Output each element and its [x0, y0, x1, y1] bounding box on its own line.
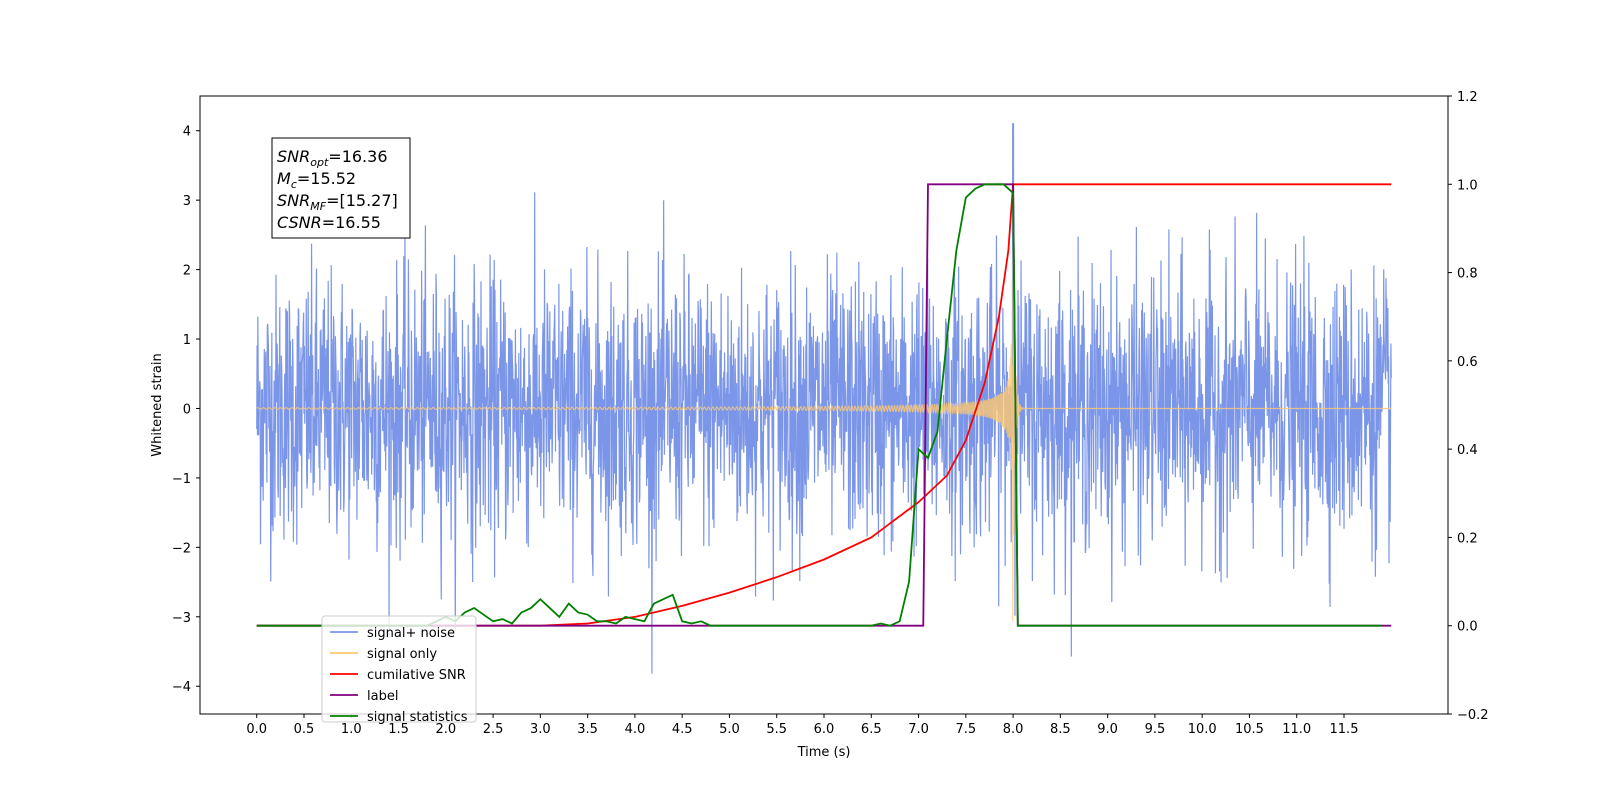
- y2-tick-label: 0.8: [1457, 267, 1478, 282]
- y2-tick-label: 0.2: [1457, 531, 1478, 546]
- y-tick-label: 3: [183, 194, 191, 209]
- x-tick-label: 10.5: [1235, 722, 1264, 737]
- x-tick-label: 7.0: [908, 722, 929, 737]
- x-tick-label: 11.0: [1282, 722, 1311, 737]
- y-tick-label: −3: [172, 611, 191, 626]
- x-tick-label: 9.0: [1097, 722, 1118, 737]
- y2-tick-label: −0.2: [1457, 708, 1489, 723]
- x-tick-label: 8.5: [1050, 722, 1071, 737]
- y2-tick-label: 0.4: [1457, 443, 1478, 458]
- x-tick-label: 2.0: [435, 722, 456, 737]
- x-axis-label: Time (s): [797, 745, 851, 760]
- annotation-line: Mc=15.52: [277, 169, 356, 191]
- legend-signal-noise-label: signal+ noise: [367, 626, 455, 641]
- x-tick-label: 3.5: [577, 722, 598, 737]
- y-tick-label: 2: [183, 264, 191, 279]
- x-tick-label: 6.0: [814, 722, 835, 737]
- legend-label-label: label: [367, 689, 398, 704]
- legend: signal+ noise signal only cumilative SNR la…: [321, 615, 477, 725]
- y-tick-label: 1: [183, 333, 191, 348]
- series-signal-statistics: [256, 183, 1382, 627]
- x-tick-label: 3.0: [530, 722, 551, 737]
- x-tick-label: 7.5: [955, 722, 976, 737]
- x-tick-label: 9.5: [1145, 722, 1166, 737]
- x-tick-label: 4.0: [625, 722, 646, 737]
- x-tick-label: 1.0: [341, 722, 362, 737]
- y2-tick-label: 1.0: [1457, 178, 1478, 193]
- annotation-line: CSNR=16.55: [277, 213, 381, 232]
- x-tick-label: 10.0: [1188, 722, 1217, 737]
- y-axis-label: Whitened strain: [150, 353, 165, 456]
- x-tick-label: 1.5: [388, 722, 409, 737]
- legend-signal-only-label: signal only: [367, 647, 437, 662]
- annotation-box: [271, 137, 411, 239]
- legend-box: [321, 615, 477, 723]
- x-tick-label: 2.5: [483, 722, 504, 737]
- y-tick-label: −2: [172, 541, 191, 556]
- y-tick-label: 4: [183, 125, 191, 140]
- x-tick-label: 4.5: [672, 722, 693, 737]
- legend-cumulative-snr-label: cumilative SNR: [367, 668, 466, 683]
- metrics-annotation: SNRopt=16.36Mc=15.52SNRMF=[15.27]CSNR=16…: [271, 137, 411, 239]
- x-tick-label: 11.5: [1330, 722, 1359, 737]
- y-tick-label: −1: [172, 472, 191, 487]
- x-tick-label: 6.5: [861, 722, 882, 737]
- series-signal-noise: [256, 123, 1392, 674]
- series-signal-only: [256, 246, 1392, 621]
- x-tick-label: 5.5: [766, 722, 787, 737]
- x-tick-label: 0.0: [246, 722, 267, 737]
- annotation-line: SNRopt=16.36: [277, 147, 388, 169]
- y2-tick-label: 0.0: [1457, 620, 1478, 635]
- x-tick-label: 5.0: [719, 722, 740, 737]
- y2-tick-label: 1.2: [1457, 90, 1478, 105]
- y2-tick-label: 0.6: [1457, 355, 1478, 370]
- annotation-line: SNRMF=[15.27]: [277, 191, 398, 213]
- y-tick-label: 0: [183, 402, 191, 417]
- legend-signal-statistics-label: signal statistics: [367, 710, 468, 725]
- x-tick-label: 0.5: [294, 722, 315, 737]
- y-tick-label: −4: [172, 680, 191, 695]
- x-tick-label: 8.0: [1003, 722, 1024, 737]
